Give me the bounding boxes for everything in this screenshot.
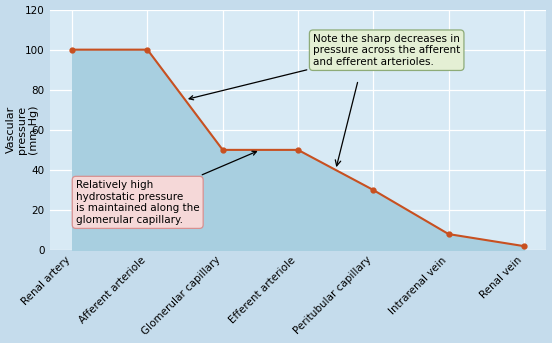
Text: Note the sharp decreases in
pressure across the afferent
and efferent arterioles: Note the sharp decreases in pressure acr… — [189, 34, 460, 100]
Y-axis label: Vascular
pressure
(mm Hg): Vascular pressure (mm Hg) — [6, 105, 39, 155]
Text: Relatively high
hydrostatic pressure
is maintained along the
glomerular capillar: Relatively high hydrostatic pressure is … — [76, 151, 257, 225]
